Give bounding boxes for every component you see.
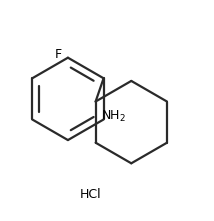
Text: NH$_2$: NH$_2$ [101, 109, 126, 124]
Text: F: F [54, 48, 62, 61]
Text: HCl: HCl [79, 189, 101, 202]
